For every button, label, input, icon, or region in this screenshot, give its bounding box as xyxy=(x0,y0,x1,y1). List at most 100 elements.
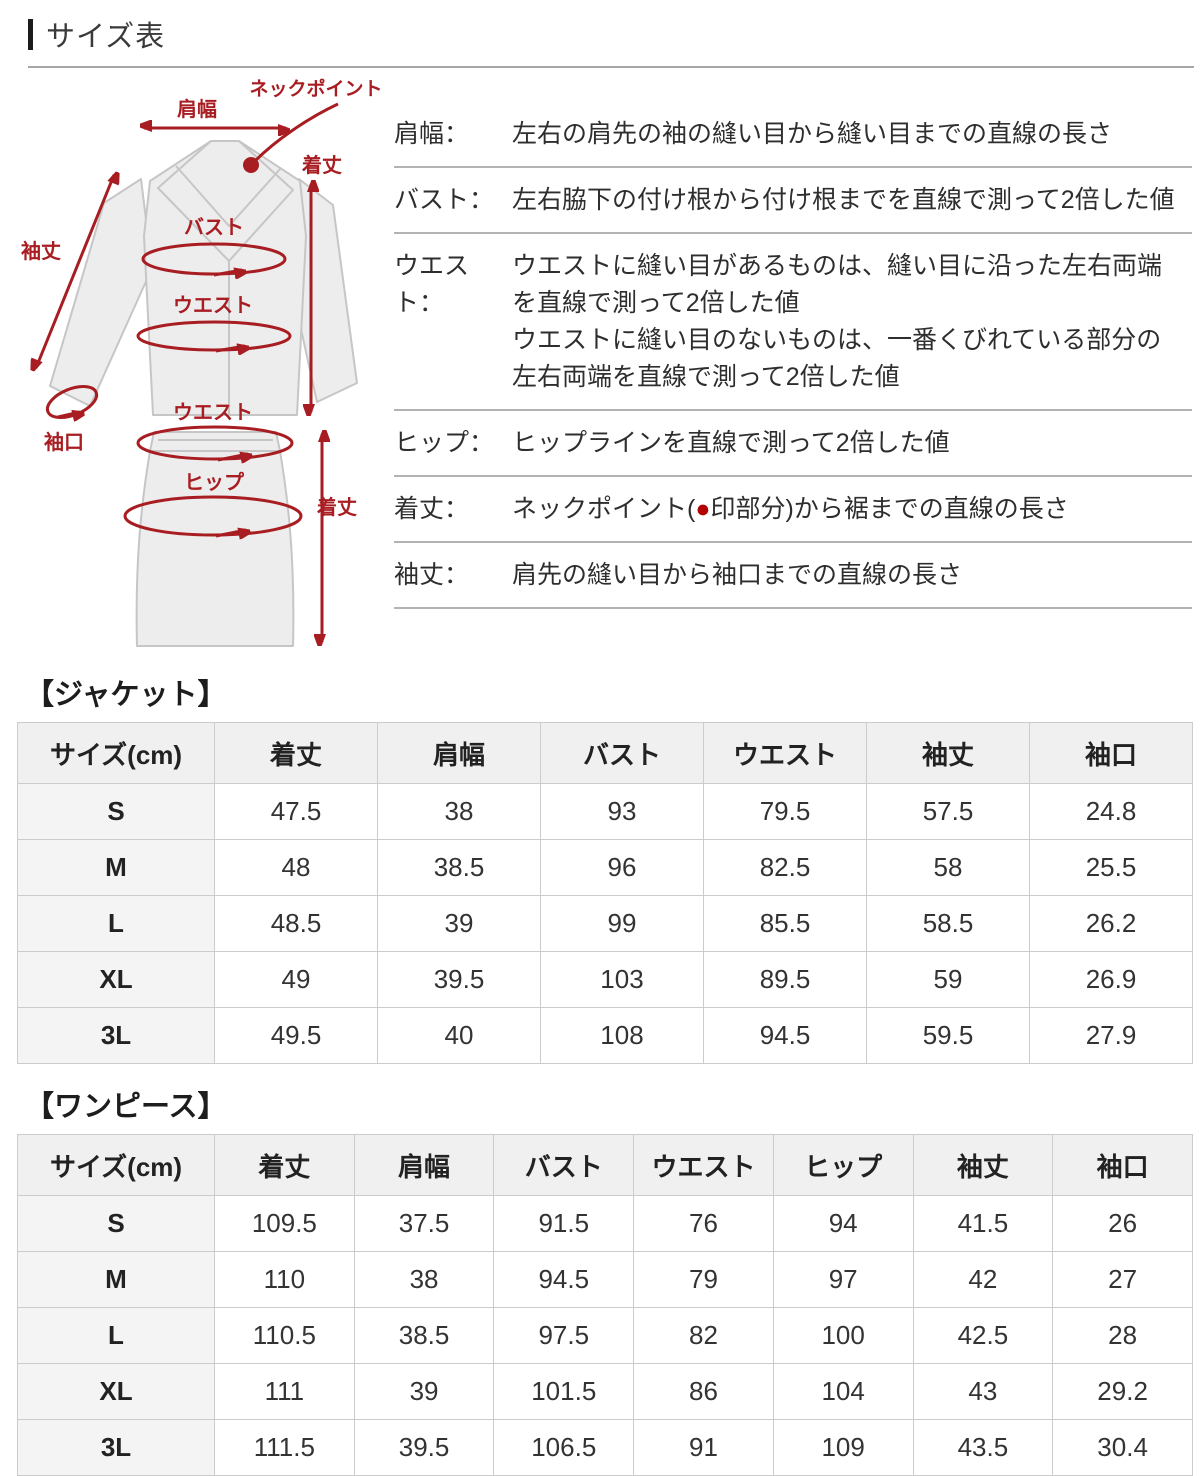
jacket-inner-collar xyxy=(175,165,282,227)
measurement-cell: 24.8 xyxy=(1029,783,1193,840)
measurement-cell: 85.5 xyxy=(703,895,867,952)
measurement-cell: 30.4 xyxy=(1052,1419,1193,1476)
measurement-cell: 108 xyxy=(540,1007,704,1064)
measurement-cell: 109.5 xyxy=(214,1195,355,1252)
measurement-cell: 28 xyxy=(1052,1307,1193,1364)
definition-text: 肩先の縫い目から袖口までの直線の長さ xyxy=(512,561,963,589)
definition-row: 着丈： ネックポイント(●印部分)から裾までの直線の長さ xyxy=(394,477,1192,543)
hip-label: ヒップ xyxy=(184,471,245,494)
size-label-cell: S xyxy=(17,783,215,840)
measurement-cell: 101.5 xyxy=(493,1363,635,1420)
measurement-cell: 104 xyxy=(772,1363,914,1420)
waist-lower-label: ウエスト xyxy=(173,401,253,424)
measurement-cell: 49 xyxy=(214,951,378,1008)
measurement-cell: 111.5 xyxy=(214,1419,355,1476)
measurement-cell: 86 xyxy=(633,1363,774,1420)
measurement-cell: 106.5 xyxy=(493,1419,635,1476)
definition-text: ヒップラインを直線で測って2倍した値 xyxy=(512,429,950,457)
hip-ellipse xyxy=(123,495,303,537)
measurement-cell: 39.5 xyxy=(353,1419,495,1476)
measurement-cell: 59 xyxy=(866,951,1030,1008)
column-header: バスト xyxy=(540,722,704,784)
measurement-cell: 48.5 xyxy=(214,895,378,952)
page-title: サイズ表 xyxy=(46,21,166,53)
definition-text: 左右脇下の付け根から付け根までを直線で測って2倍した値 xyxy=(512,186,1175,214)
page-header: サイズ表 xyxy=(28,0,1194,68)
size-label-cell: L xyxy=(17,1307,215,1364)
size-label-cell: XL xyxy=(17,1363,215,1420)
measurement-cell: 82.5 xyxy=(703,839,867,896)
measurement-cell: 38 xyxy=(377,783,541,840)
size-label-cell: XL xyxy=(17,951,215,1008)
measurement-cell: 109 xyxy=(772,1419,914,1476)
definition-row: ウエスト： ウエストに縫い目があるものは、縫い目に沿った左右両端 を直線で測って2倍… xyxy=(394,234,1192,411)
size-label-cell: M xyxy=(17,839,215,896)
measurement-cell: 49.5 xyxy=(214,1007,378,1064)
size-label-cell: M xyxy=(17,1251,215,1308)
measurement-cell: 100 xyxy=(772,1307,914,1364)
definition-term: 肩幅： xyxy=(394,120,470,148)
neck-point-pointer-line xyxy=(253,102,339,163)
cuff-arrow xyxy=(57,412,80,417)
measurement-cell: 91 xyxy=(633,1419,774,1476)
size-label-cell: L xyxy=(17,895,215,952)
bust-label: バスト xyxy=(184,216,244,239)
table-row: L 48.5 39 99 85.5 58.5 26.2 xyxy=(17,895,1193,952)
neck-point-dot-glyph: ● xyxy=(695,495,711,523)
measurement-cell: 39 xyxy=(377,895,541,952)
table-row: S 47.5 38 93 79.5 57.5 24.8 xyxy=(17,783,1193,840)
measurement-cell: 40 xyxy=(377,1007,541,1064)
column-header: ヒップ xyxy=(772,1134,914,1196)
table-row: M 48 38.5 96 82.5 58 25.5 xyxy=(17,839,1193,896)
table-row: M 110 38 94.5 79 97 42 27 xyxy=(17,1251,1193,1308)
table-row: 3L 111.5 39.5 106.5 91 109 43.5 30.4 xyxy=(17,1419,1193,1476)
size-label-cell: S xyxy=(17,1195,215,1252)
column-header: 着丈 xyxy=(214,1134,355,1196)
hip-arrow xyxy=(215,530,246,536)
table-row: S 109.5 37.5 91.5 76 94 41.5 26 xyxy=(17,1195,1193,1252)
measurement-cell: 42 xyxy=(912,1251,1054,1308)
onepiece-size-table: サイズ(cm) 着丈 肩幅 バスト ウエスト ヒップ 袖丈 袖口 S 109.5 37.5 91.5 7… xyxy=(17,1134,1193,1476)
measurement-cell: 97 xyxy=(772,1251,914,1308)
measurement-cell: 38 xyxy=(353,1251,495,1308)
column-header: バスト xyxy=(493,1134,635,1196)
definition-text: ウエストに縫い目があるものは、縫い目に沿った左右両端 を直線で測って2倍した値 ウエ… xyxy=(512,252,1163,391)
measurement-cell: 91.5 xyxy=(493,1195,635,1252)
definition-text: 左右の肩先の袖の縫い目から縫い目までの直線の長さ xyxy=(512,120,1113,148)
measurement-cell: 99 xyxy=(540,895,704,952)
table-row: XL 111 39 101.5 86 104 43 29.2 xyxy=(17,1363,1193,1420)
measurement-cell: 37.5 xyxy=(353,1195,495,1252)
jacket-size-table: サイズ(cm) 着丈 肩幅 バスト ウエスト 袖丈 袖口 S 47.5 38 93 79.5 57.5 2… xyxy=(17,722,1193,1064)
neck-point-dot xyxy=(243,157,259,173)
measurement-cell: 58.5 xyxy=(866,895,1030,952)
table-row: L 110.5 38.5 97.5 82 100 42.5 28 xyxy=(17,1307,1193,1364)
measurement-cell: 103 xyxy=(540,951,704,1008)
measurement-cell: 94.5 xyxy=(703,1007,867,1064)
measurement-cell: 26.2 xyxy=(1029,895,1193,952)
measurement-cell: 26 xyxy=(1052,1195,1193,1252)
measurement-cell: 41.5 xyxy=(912,1195,1054,1252)
waist-lower-ellipse xyxy=(136,425,294,461)
measurement-cell: 111 xyxy=(214,1363,355,1420)
measurement-cell: 59.5 xyxy=(866,1007,1030,1064)
definition-term: 着丈： xyxy=(394,495,470,523)
jacket-length-label: 着丈 xyxy=(301,153,342,177)
measurement-cell: 82 xyxy=(633,1307,774,1364)
definition-row: ヒップ： ヒップラインを直線で測って2倍した値 xyxy=(394,411,1192,477)
skirt-length-label: 着丈 xyxy=(316,495,357,519)
definition-term: 袖丈： xyxy=(394,561,470,589)
measurement-cell: 48 xyxy=(214,839,378,896)
column-header: 肩幅 xyxy=(353,1134,495,1196)
measurement-cell: 27 xyxy=(1052,1251,1193,1308)
measurement-cell: 25.5 xyxy=(1029,839,1193,896)
definition-term: バスト： xyxy=(394,186,495,214)
measurement-cell: 110 xyxy=(214,1251,355,1308)
definition-row: バスト： 左右脇下の付け根から付け根までを直線で測って2倍した値 xyxy=(394,168,1192,234)
header-row: サイズ(cm) 着丈 肩幅 バスト ウエスト 袖丈 袖口 xyxy=(17,722,1193,784)
measurement-cell: 39 xyxy=(353,1363,495,1420)
definition-row: 袖丈： 肩先の縫い目から袖口までの直線の長さ xyxy=(394,543,1192,609)
column-header: 袖丈 xyxy=(866,722,1030,784)
column-header: 肩幅 xyxy=(377,722,541,784)
column-header: サイズ(cm) xyxy=(17,1134,215,1196)
sleeve-length-arrow xyxy=(36,175,114,368)
